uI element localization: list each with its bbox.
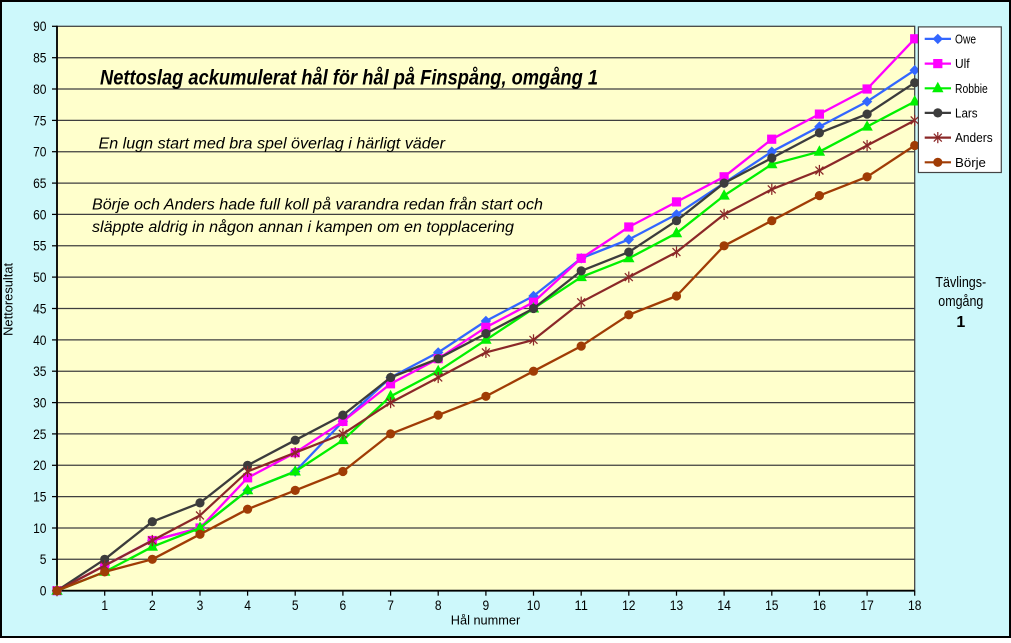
svg-text:1: 1	[956, 314, 965, 331]
svg-text:9: 9	[483, 598, 490, 613]
svg-text:En lugn start med bra spel öve: En lugn start med bra spel överlag i här…	[99, 136, 446, 153]
svg-text:3: 3	[197, 598, 204, 613]
svg-text:20: 20	[33, 458, 47, 473]
svg-text:11: 11	[575, 598, 588, 613]
svg-text:omgång: omgång	[938, 294, 983, 310]
svg-text:Owe: Owe	[955, 32, 976, 47]
svg-text:Tävlings-: Tävlings-	[935, 275, 986, 291]
svg-text:40: 40	[33, 333, 47, 348]
svg-text:4: 4	[244, 598, 251, 613]
svg-text:85: 85	[33, 51, 47, 66]
svg-text:0: 0	[40, 584, 47, 599]
svg-text:Anders: Anders	[955, 130, 993, 145]
svg-text:5: 5	[292, 598, 299, 613]
svg-text:90: 90	[33, 19, 47, 34]
svg-text:Hål nummer: Hål nummer	[451, 612, 521, 627]
svg-text:6: 6	[340, 598, 347, 613]
svg-text:5: 5	[40, 552, 47, 567]
svg-text:65: 65	[33, 176, 47, 191]
svg-text:14: 14	[717, 598, 731, 613]
svg-text:75: 75	[33, 113, 47, 128]
svg-text:Ulf: Ulf	[955, 56, 970, 71]
svg-text:släppte aldrig in någon annan: släppte aldrig in någon annan i kampen o…	[92, 219, 514, 236]
svg-text:50: 50	[33, 270, 47, 285]
svg-text:16: 16	[813, 598, 827, 613]
svg-text:Börje: Börje	[955, 155, 986, 170]
svg-text:80: 80	[33, 82, 47, 97]
svg-text:Robbie: Robbie	[955, 81, 988, 96]
svg-text:1: 1	[101, 598, 108, 613]
svg-text:35: 35	[33, 364, 47, 379]
svg-text:15: 15	[765, 598, 779, 613]
svg-text:2: 2	[149, 598, 156, 613]
svg-text:10: 10	[33, 521, 47, 536]
svg-text:45: 45	[33, 301, 47, 316]
svg-text:Börje och Anders hade full kol: Börje och Anders hade full koll på varan…	[92, 197, 543, 214]
svg-text:12: 12	[622, 598, 635, 613]
svg-text:15: 15	[33, 490, 47, 505]
svg-text:70: 70	[33, 145, 47, 160]
svg-text:7: 7	[387, 598, 394, 613]
svg-text:55: 55	[33, 239, 47, 254]
svg-text:18: 18	[908, 598, 922, 613]
svg-text:10: 10	[527, 598, 541, 613]
svg-text:30: 30	[33, 396, 47, 411]
svg-text:8: 8	[435, 598, 442, 613]
svg-text:25: 25	[33, 427, 47, 442]
svg-text:Lars: Lars	[955, 106, 978, 121]
svg-text:Nettoresultat: Nettoresultat	[1, 263, 16, 336]
svg-text:13: 13	[670, 598, 684, 613]
svg-text:Nettoslag ackumulerat hål för: Nettoslag ackumulerat hål för hål på Fin…	[100, 66, 598, 90]
svg-text:17: 17	[860, 598, 873, 613]
svg-text:60: 60	[33, 207, 47, 222]
